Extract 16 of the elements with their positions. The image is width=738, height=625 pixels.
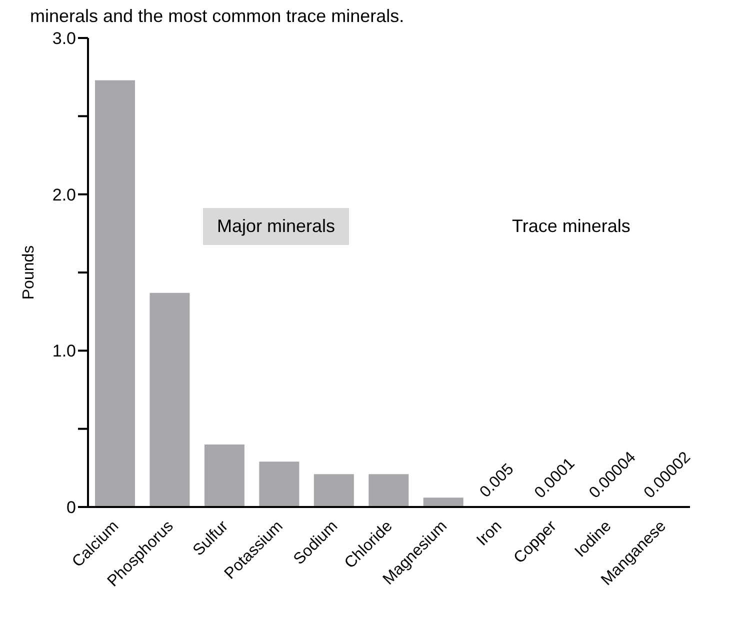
bar [95,80,135,507]
bar [204,444,244,507]
bar [150,292,190,507]
y-tick-label: 2.0 [52,185,76,204]
annotation: Trace minerals [511,215,632,238]
chart-title: minerals and the most common trace minerals. [30,6,404,27]
bar [423,498,464,507]
annotation: Major minerals [203,208,350,245]
y-axis-title: Pounds [20,245,38,300]
x-tick-label: Iron [474,518,506,550]
y-tick-label: 1.0 [52,342,76,361]
y-tick-label: 0 [66,498,76,518]
y-tick-label: 3.0 [52,29,76,48]
bar [314,474,354,507]
bar [259,462,300,507]
bar [368,474,409,507]
